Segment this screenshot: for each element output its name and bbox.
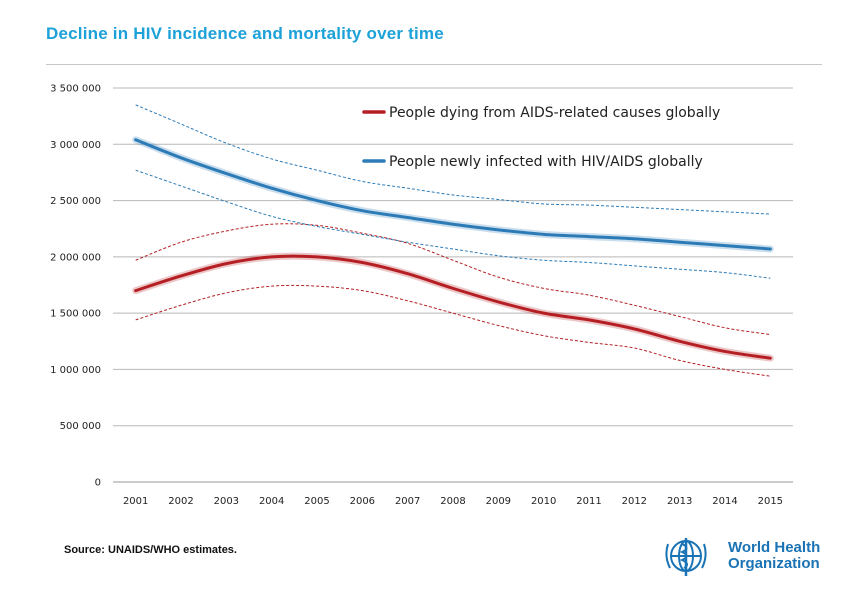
deaths-data-point <box>542 312 545 314</box>
x-tick-label: 2004 <box>259 496 284 507</box>
deaths-data-point <box>361 261 364 264</box>
infections-data-point <box>180 156 182 159</box>
y-tick-label: 500 000 <box>60 421 101 432</box>
y-axis-tick-labels: 0 500 000 1 000 000 1 500 000 2 000 000 2 500… <box>50 84 101 489</box>
infections-data-point <box>406 216 409 219</box>
infections-data-point <box>542 233 545 236</box>
deaths-data-point <box>316 256 318 258</box>
x-tick-label: 2001 <box>123 496 148 507</box>
who-wordmark-line-2: Organization <box>728 555 820 572</box>
infections-data-point <box>497 229 500 231</box>
deaths-data-point <box>406 272 409 275</box>
deaths-data-point <box>724 350 726 353</box>
deaths-upper-bound-line <box>135 223 771 336</box>
deaths-data-point <box>678 340 681 343</box>
who-wordmark-line-1: World Health <box>728 539 821 556</box>
x-tick-label: 2005 <box>304 496 329 507</box>
title-part-3: incidence and mortality over time <box>162 24 444 43</box>
series-lines <box>132 104 774 377</box>
y-tick-label: 2 500 000 <box>50 196 101 207</box>
x-tick-label: 2009 <box>486 496 511 507</box>
infections-data-point <box>724 244 726 247</box>
x-tick-label: 2012 <box>622 496 647 507</box>
infections-data-point <box>678 241 681 244</box>
deaths-data-point <box>270 256 273 258</box>
y-tick-label: 1 000 000 <box>50 365 101 376</box>
deaths-data-point <box>633 328 636 330</box>
deaths-data-point <box>134 289 137 292</box>
x-axis-tick-labels: 2001 2002 2003 2004 2005 2006 2007 2008 2009 2010… <box>123 496 783 507</box>
gridlines <box>113 87 793 483</box>
x-tick-label: 2002 <box>168 496 193 507</box>
slide-title: Decline in HIV incidence and mortality o… <box>46 24 444 44</box>
x-tick-label: 2013 <box>667 496 692 507</box>
who-emblem-icon <box>665 538 707 576</box>
title-divider <box>46 64 822 65</box>
y-tick-label: 3 000 000 <box>50 140 101 151</box>
infections-data-point <box>452 223 454 226</box>
title-part-2: HIV <box>133 24 163 43</box>
deaths-data-point <box>497 301 500 303</box>
y-tick-label: 0 <box>95 478 101 489</box>
infections-data-point <box>316 199 318 202</box>
deaths-data-point <box>588 319 590 321</box>
deaths-lower-bound-line <box>135 284 771 377</box>
x-tick-label: 2011 <box>576 496 601 507</box>
x-tick-label: 2010 <box>531 496 556 507</box>
infections-lower-bound-line <box>135 169 771 279</box>
legend-label: People dying from AIDS-related causes gl… <box>389 105 720 121</box>
infections-data-point <box>769 248 772 250</box>
y-tick-label: 3 500 000 <box>50 84 101 95</box>
deaths-data-point <box>225 262 228 265</box>
x-tick-label: 2007 <box>395 496 420 507</box>
chart-legend: People dying from AIDS-related causes gl… <box>362 105 720 170</box>
infections-data-point <box>361 209 364 212</box>
source-note: Source: UNAIDS/WHO estimates. <box>64 544 237 556</box>
x-tick-label: 2003 <box>214 496 239 507</box>
infections-data-point <box>225 172 228 175</box>
deaths-data-point <box>769 357 772 359</box>
x-tick-label: 2008 <box>440 496 465 507</box>
deaths-line-shadow <box>132 252 774 362</box>
deaths-data-point <box>452 287 454 290</box>
infections-data-point <box>588 235 590 238</box>
line-chart: 0 500 000 1 000 000 1 500 000 2 000 000 2 500… <box>50 84 793 507</box>
y-tick-label: 1 500 000 <box>50 309 101 320</box>
x-tick-label: 2014 <box>712 496 737 507</box>
legend-label: People newly infected with HIV/AIDS glob… <box>389 154 703 170</box>
infections-data-point <box>633 238 636 240</box>
y-tick-label: 2 000 000 <box>50 252 101 263</box>
infections-upper-bound-line <box>135 104 771 215</box>
infections-data-point <box>270 187 273 189</box>
infections-data-point <box>134 138 137 141</box>
x-tick-label: 2015 <box>758 496 783 507</box>
who-wordmark: World Health Organization <box>728 540 820 572</box>
x-tick-label: 2006 <box>350 496 375 507</box>
title-part-1: Decline in <box>46 24 134 43</box>
deaths-data-point <box>180 275 182 277</box>
